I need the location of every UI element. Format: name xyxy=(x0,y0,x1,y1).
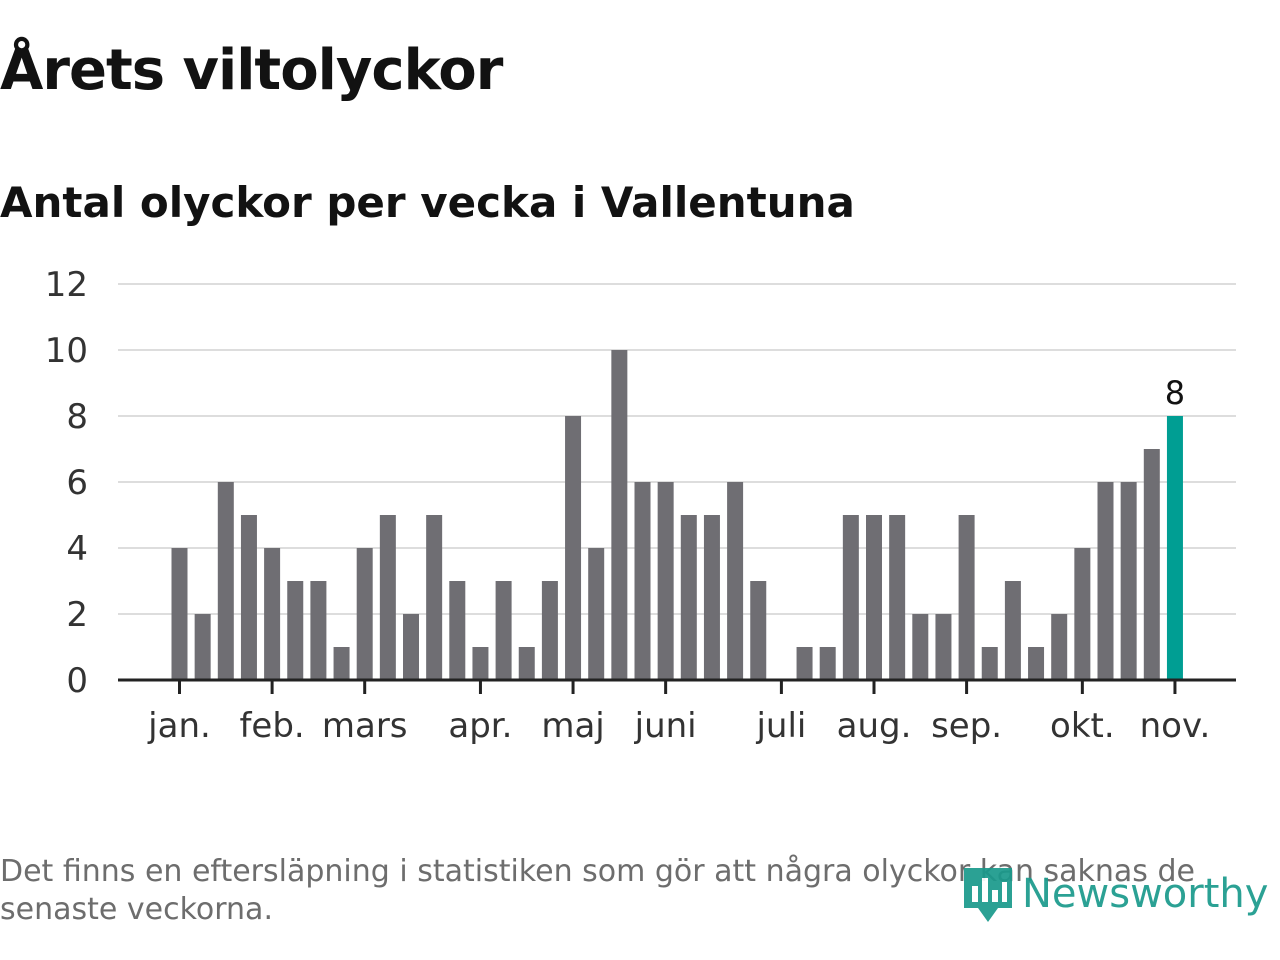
bar xyxy=(217,482,234,680)
bar xyxy=(541,581,558,680)
x-tick-label: juni xyxy=(634,706,697,746)
chart-subtitle: Antal olyckor per vecka i Vallentuna xyxy=(0,178,855,227)
x-tick-label: mars xyxy=(322,706,408,746)
bar xyxy=(981,647,998,680)
bar xyxy=(958,515,975,680)
x-tick-label: feb. xyxy=(239,706,304,746)
bar xyxy=(588,548,605,680)
newsworthy-logo: Newsworthy xyxy=(962,862,1268,926)
bar xyxy=(194,614,211,680)
bar xyxy=(1143,449,1160,680)
chart-title: Årets viltolyckor xyxy=(0,38,503,103)
bar xyxy=(750,581,767,680)
newsworthy-logo-icon xyxy=(964,868,1012,922)
bar xyxy=(703,515,720,680)
x-tick-label: apr. xyxy=(448,706,512,746)
bar xyxy=(912,614,929,680)
bar xyxy=(634,482,651,680)
bar xyxy=(1004,581,1021,680)
bar xyxy=(819,647,836,680)
bar xyxy=(1097,482,1114,680)
bar-chart: 0 2 4 6 8 10 12 8 jan. feb. mars apr. maj juni juli aug… xyxy=(45,265,1236,746)
x-tick-label: sep. xyxy=(931,706,1002,746)
bar xyxy=(518,647,535,680)
y-tick-label: 2 xyxy=(66,595,88,635)
bar xyxy=(657,482,674,680)
bar xyxy=(403,614,419,680)
x-tick-label: aug. xyxy=(837,706,912,746)
bar xyxy=(310,581,327,680)
bar xyxy=(426,515,443,680)
bar xyxy=(356,548,373,680)
bar xyxy=(611,350,628,680)
bar xyxy=(680,515,697,680)
x-tick-label: juli xyxy=(755,706,806,746)
x-tick-label: maj xyxy=(541,706,604,746)
bar xyxy=(1074,548,1091,680)
bar xyxy=(449,581,466,680)
bar xyxy=(866,515,882,680)
y-tick-label: 12 xyxy=(45,265,88,305)
bar xyxy=(889,515,906,680)
y-tick-label: 8 xyxy=(66,397,88,437)
x-tick-label: nov. xyxy=(1140,706,1211,746)
bar xyxy=(796,647,813,680)
bar xyxy=(1051,614,1068,680)
y-tick-label: 4 xyxy=(66,529,88,569)
bar xyxy=(333,647,350,680)
y-tick-label: 0 xyxy=(66,661,88,701)
bar xyxy=(472,647,489,680)
bar xyxy=(1120,482,1137,680)
bar xyxy=(379,515,396,680)
bar xyxy=(495,581,512,680)
bar xyxy=(287,581,304,680)
newsworthy-wordmark: Newsworthy xyxy=(1022,871,1269,917)
y-tick-label: 6 xyxy=(66,463,88,503)
bar xyxy=(1028,647,1045,680)
bar xyxy=(727,482,744,680)
x-tick-label: okt. xyxy=(1050,706,1115,746)
bar xyxy=(935,614,952,680)
x-tick-label: jan. xyxy=(147,706,211,746)
bar xyxy=(842,515,859,680)
bar xyxy=(240,515,257,680)
bar xyxy=(1166,416,1183,680)
bar xyxy=(171,548,188,680)
data-label: 8 xyxy=(1165,374,1185,412)
bar xyxy=(264,548,281,680)
bar xyxy=(565,416,582,680)
y-tick-label: 10 xyxy=(45,331,88,371)
